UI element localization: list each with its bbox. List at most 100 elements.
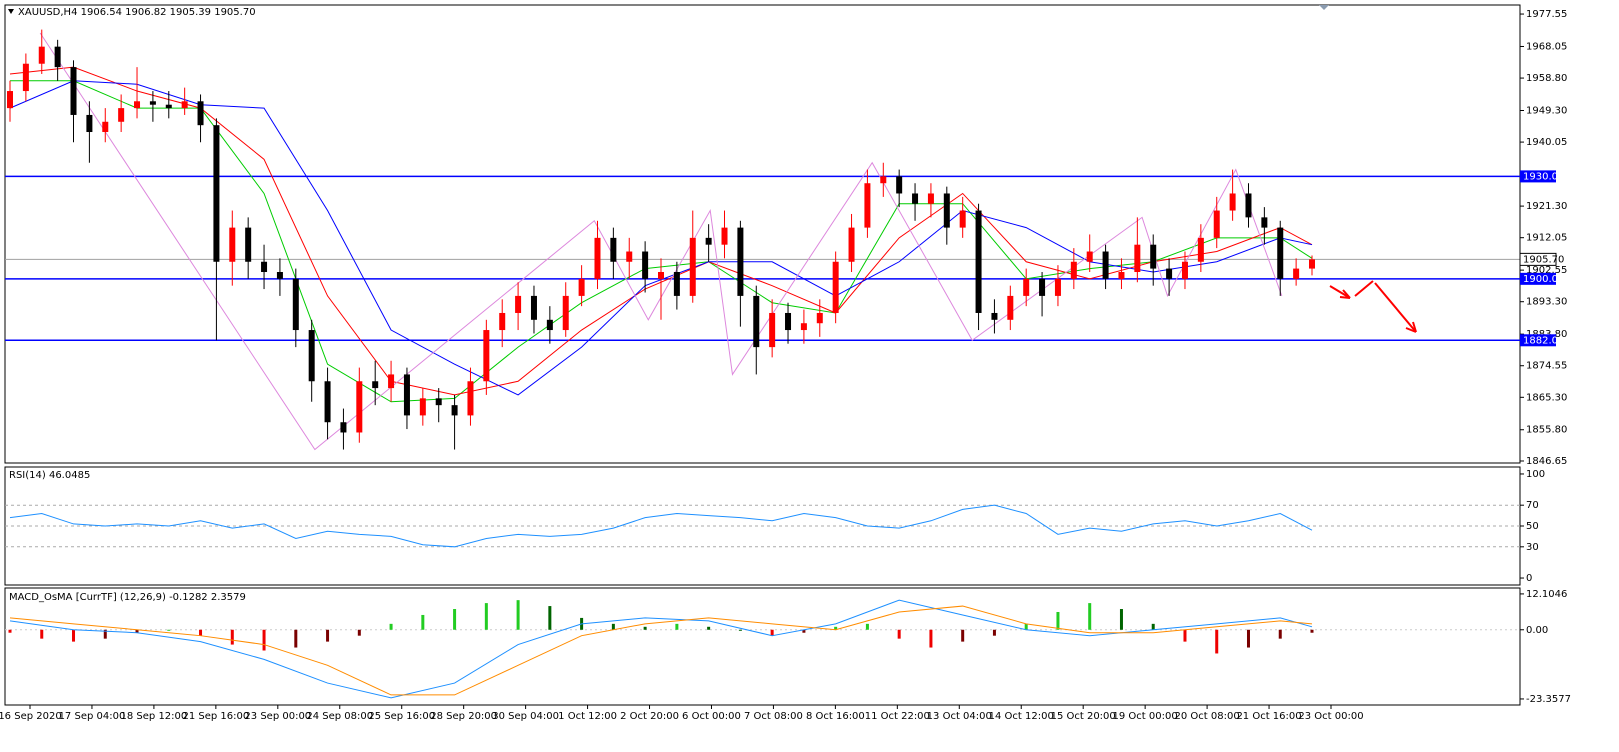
histogram-bar bbox=[389, 623, 393, 630]
y-tick-label: 100 bbox=[1526, 469, 1545, 480]
candle-body bbox=[149, 101, 156, 105]
x-tick-label: 28 Sep 20:00 bbox=[430, 711, 497, 722]
histogram-bar bbox=[1310, 629, 1314, 633]
candle-body bbox=[102, 121, 109, 133]
x-tick-label: 30 Sep 04:00 bbox=[492, 711, 559, 722]
y-tick-label: 70 bbox=[1526, 500, 1539, 511]
histogram-bar bbox=[40, 629, 44, 639]
candle-body bbox=[594, 237, 601, 279]
histogram-bar bbox=[357, 629, 361, 636]
histogram-bar bbox=[199, 629, 203, 636]
candle-body bbox=[1277, 227, 1284, 279]
candle-body bbox=[1118, 272, 1125, 279]
x-tick-label: 8 Oct 16:00 bbox=[806, 711, 865, 722]
candle-body bbox=[1070, 261, 1077, 279]
candle-body bbox=[292, 278, 299, 331]
candle-body bbox=[372, 381, 379, 389]
candle-body bbox=[896, 176, 903, 194]
candle-body bbox=[975, 210, 982, 313]
histogram-bar bbox=[1151, 623, 1155, 630]
candle-body bbox=[1245, 193, 1252, 218]
indicator-line bbox=[39, 32, 1283, 451]
level-label: 1900.00 bbox=[1523, 274, 1564, 285]
histogram-bar bbox=[992, 629, 996, 636]
y-tick-label: -23.3577 bbox=[1526, 694, 1571, 705]
candle-body bbox=[1181, 261, 1188, 279]
candle-body bbox=[435, 398, 442, 406]
y-tick-label: 1902.55 bbox=[1526, 265, 1567, 276]
x-tick-label: 14 Oct 12:00 bbox=[989, 711, 1054, 722]
candle-body bbox=[959, 210, 966, 228]
y-tick-label: 1893.30 bbox=[1526, 297, 1567, 308]
candle-body bbox=[927, 193, 934, 204]
candle-body bbox=[1134, 244, 1141, 273]
candle-body bbox=[721, 227, 728, 245]
histogram-bar bbox=[1119, 609, 1123, 630]
x-tick-label: 13 Oct 04:00 bbox=[927, 711, 992, 722]
candle-body bbox=[832, 261, 839, 313]
x-tick-label: 6 Oct 00:00 bbox=[682, 711, 741, 722]
histogram-bar bbox=[516, 600, 520, 630]
histogram-bar bbox=[8, 629, 12, 633]
candle-body bbox=[1086, 251, 1093, 262]
histogram-bar bbox=[738, 629, 742, 631]
histogram-bar bbox=[1088, 603, 1092, 630]
x-tick-label: 11 Oct 22:00 bbox=[865, 711, 930, 722]
macd-line bbox=[9, 605, 1313, 696]
y-tick-label: 30 bbox=[1526, 542, 1539, 553]
candle-body bbox=[546, 319, 553, 331]
histogram-bar bbox=[421, 614, 425, 630]
histogram-bar bbox=[1024, 623, 1028, 630]
x-tick-label: 19 Oct 00:00 bbox=[1113, 711, 1178, 722]
histogram-bar bbox=[326, 629, 330, 642]
candle-body bbox=[658, 272, 664, 279]
y-tick-label: 1949.30 bbox=[1526, 106, 1567, 117]
current-price-label: 1905.70 bbox=[1523, 254, 1564, 265]
y-tick-label: 1874.55 bbox=[1526, 361, 1567, 372]
candle-body bbox=[515, 295, 522, 313]
candle-body bbox=[229, 227, 236, 262]
histogram-bar bbox=[1183, 629, 1187, 642]
candle-body bbox=[245, 227, 252, 262]
y-tick-label: 50 bbox=[1526, 521, 1539, 532]
candle-body bbox=[276, 272, 283, 279]
histogram-bar bbox=[770, 629, 774, 636]
candle-body bbox=[848, 227, 855, 262]
arrow-head bbox=[1405, 321, 1417, 333]
level-label-box bbox=[1520, 272, 1556, 285]
candle-body bbox=[530, 295, 537, 320]
histogram-bar bbox=[961, 629, 965, 642]
histogram-bar bbox=[897, 629, 901, 639]
y-tick-label: 1921.30 bbox=[1526, 201, 1567, 212]
candle-body bbox=[610, 237, 617, 262]
candle-body bbox=[578, 278, 585, 296]
candle-body bbox=[1039, 278, 1046, 296]
candle-body bbox=[1054, 278, 1061, 296]
x-tick-label: 23 Oct 00:00 bbox=[1298, 711, 1363, 722]
arrow-head bbox=[1339, 289, 1351, 299]
candle-body bbox=[800, 323, 807, 331]
candle-body bbox=[912, 193, 919, 204]
y-tick-label: 1865.30 bbox=[1526, 392, 1567, 403]
histogram-bar bbox=[453, 609, 457, 630]
candle-body bbox=[197, 101, 204, 126]
x-tick-label: 20 Oct 08:00 bbox=[1174, 711, 1239, 722]
histogram-bar bbox=[707, 626, 711, 630]
candle-body bbox=[1023, 278, 1030, 296]
candle-body bbox=[134, 101, 141, 109]
x-tick-label: 23 Sep 00:00 bbox=[244, 711, 311, 722]
level-label-box bbox=[1520, 170, 1556, 183]
candle-body bbox=[356, 381, 363, 433]
candle-body bbox=[1229, 193, 1236, 211]
histogram-bar bbox=[1246, 629, 1250, 648]
level-label-box bbox=[1520, 334, 1556, 347]
chart-title: XAUUSD,H4 1906.54 1906.82 1905.39 1905.7… bbox=[18, 7, 256, 18]
x-tick-label: 18 Sep 12:00 bbox=[121, 711, 188, 722]
symbol-menu[interactable] bbox=[8, 9, 14, 14]
candle-body bbox=[769, 312, 776, 348]
candle-body bbox=[308, 330, 315, 382]
x-tick-label: 17 Sep 04:00 bbox=[59, 711, 126, 722]
candle-body bbox=[705, 237, 712, 245]
